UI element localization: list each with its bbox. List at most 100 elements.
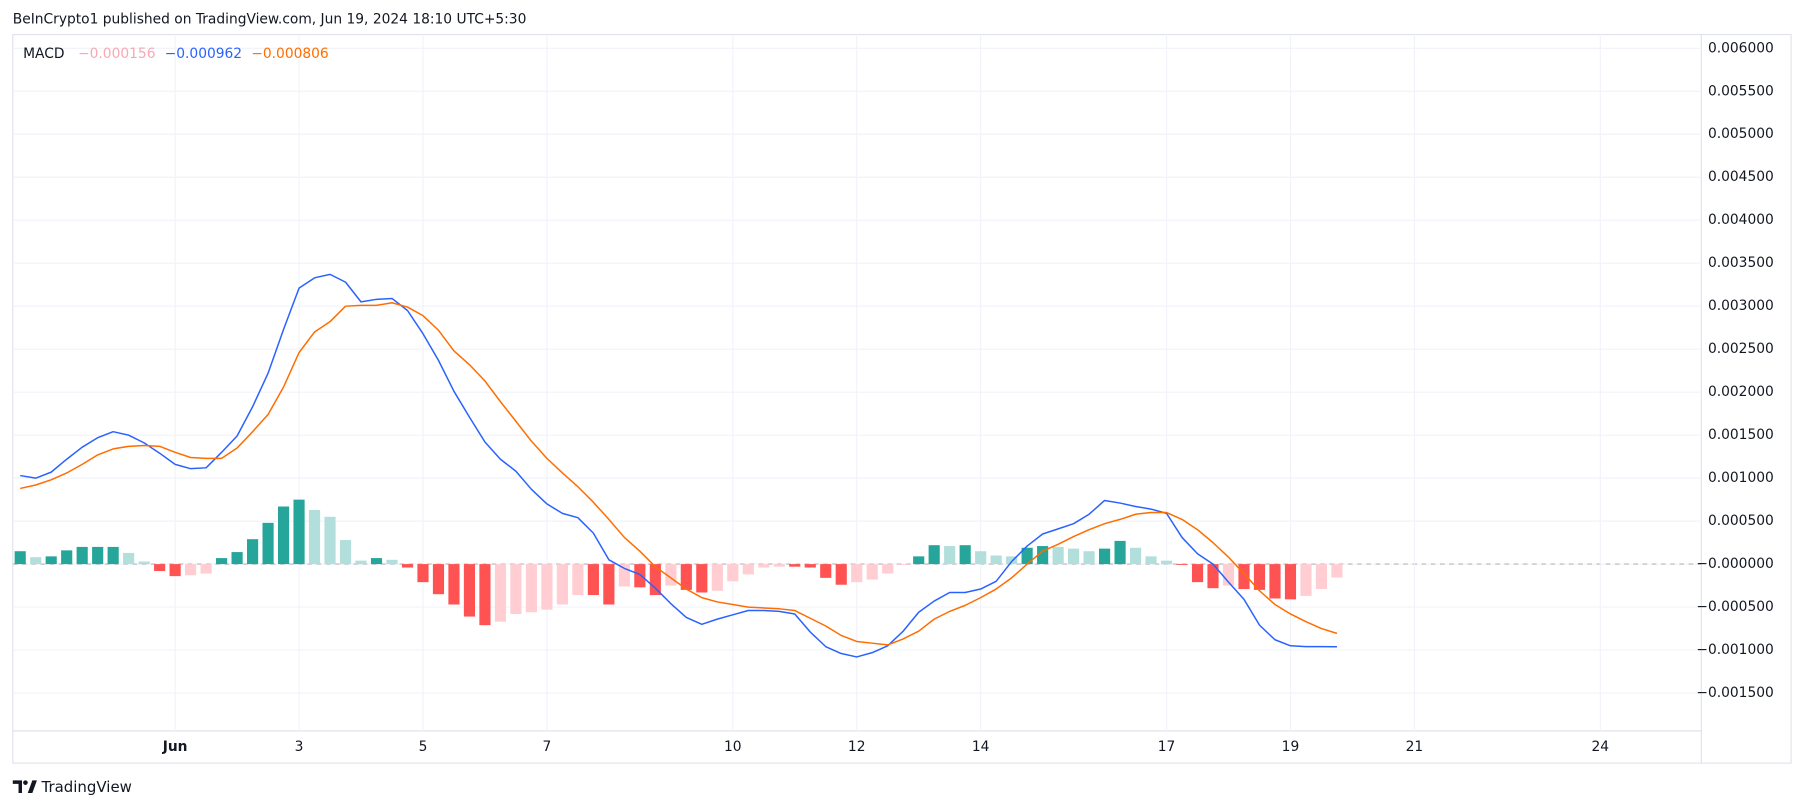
histogram-bar <box>432 564 445 595</box>
histogram-bar <box>1099 548 1111 565</box>
legend: MACD −0.000156 −0.000962 −0.000806 <box>23 46 329 62</box>
histogram-bar <box>448 564 460 605</box>
histogram-bar <box>1021 547 1033 565</box>
x-tick-label: 17 <box>1158 739 1176 755</box>
histogram-bar <box>262 522 274 565</box>
x-tick-label: 14 <box>972 739 990 755</box>
legend-value: −0.000806 <box>251 46 328 62</box>
histogram-bar <box>944 546 956 565</box>
histogram-bar <box>61 550 73 565</box>
histogram-bar <box>14 551 26 565</box>
y-tick-label: 0.004500 <box>1708 169 1774 185</box>
histogram-bar <box>401 564 414 568</box>
legend-value: −0.000156 <box>78 46 155 62</box>
histogram-bar <box>851 564 863 583</box>
y-tick-label: −0.001500 <box>1696 685 1773 701</box>
histogram-bar <box>30 557 42 565</box>
histogram-bar <box>293 499 305 565</box>
histogram-bar <box>1315 564 1328 590</box>
x-tick-label: 10 <box>724 739 742 755</box>
histogram-bar <box>928 545 940 565</box>
histogram-bar <box>107 546 119 565</box>
histogram-bar <box>1068 548 1080 565</box>
histogram-bar <box>1191 564 1204 583</box>
x-tick-label: Jun <box>162 739 188 755</box>
histogram-bar <box>665 564 677 586</box>
y-tick-label: 0.001500 <box>1708 427 1774 443</box>
histogram-bar <box>370 558 383 565</box>
y-tick-label: 0.005000 <box>1708 126 1774 142</box>
histogram-bar <box>882 564 894 574</box>
histogram-bar <box>587 564 599 596</box>
histogram-bar <box>603 564 615 605</box>
histogram-bar <box>649 564 661 596</box>
histogram-bar <box>758 564 770 568</box>
x-tick-label: 7 <box>543 739 552 755</box>
y-tick-label: 0.002500 <box>1708 341 1774 357</box>
line <box>20 273 1337 658</box>
histogram-bar <box>866 564 878 580</box>
x-tick-label: 12 <box>848 739 866 755</box>
histogram-bar <box>231 552 243 565</box>
histogram-bar <box>618 564 630 587</box>
chart-frame <box>12 33 1792 764</box>
brand-name: TradingView <box>41 778 132 796</box>
histogram-bar <box>727 564 739 582</box>
histogram-bar <box>1145 556 1157 565</box>
histogram-bar <box>1006 556 1018 565</box>
y-tick-label: 0.000500 <box>1708 513 1774 529</box>
x-tick-label: 21 <box>1406 739 1424 755</box>
y-tick-label: 0.004000 <box>1708 212 1774 228</box>
histogram-bar <box>1160 560 1173 565</box>
histogram-bar <box>216 558 228 565</box>
histogram-bar <box>1284 564 1297 600</box>
legend-value: −0.000962 <box>165 46 242 62</box>
histogram-bar <box>1114 540 1126 565</box>
histogram-bar <box>308 509 321 565</box>
histogram-bar <box>1037 546 1049 565</box>
histogram-bar <box>975 551 987 565</box>
histogram-bar <box>479 564 491 626</box>
histogram-bar <box>572 564 584 596</box>
histogram-bar <box>1207 564 1219 589</box>
brand-logo <box>12 780 37 794</box>
histogram-bar <box>510 564 522 614</box>
histogram-bar <box>711 564 723 591</box>
x-tick-label: 5 <box>419 739 428 755</box>
histogram-bar <box>339 540 352 565</box>
histogram-bar <box>835 564 847 585</box>
y-tick-label: 0.002000 <box>1708 384 1774 400</box>
x-tick-label: 3 <box>295 739 304 755</box>
y-tick-label: 0.003500 <box>1708 255 1774 271</box>
histogram-bar <box>990 555 1002 565</box>
y-tick-label: −0.000000 <box>1696 556 1773 572</box>
histogram-bar <box>355 560 367 565</box>
y-tick-label: 0.003000 <box>1708 298 1774 314</box>
histogram-bar <box>680 564 692 590</box>
axes: 0.006000 0.005500 0.005000 0.004500 0.004000… <box>162 40 1774 755</box>
histogram-bar <box>1331 564 1343 578</box>
attribution: BeInCrypto1 published on TradingView.com… <box>13 12 527 28</box>
histogram-bar <box>386 559 398 565</box>
histogram-bar <box>324 516 336 565</box>
plot <box>14 273 1343 658</box>
x-tick-label: 19 <box>1282 739 1300 755</box>
histogram-bar <box>45 556 57 565</box>
histogram-bar <box>1238 564 1250 590</box>
histogram-bar <box>1300 564 1312 596</box>
histogram-bar <box>897 564 909 565</box>
x-tick-label: 24 <box>1592 739 1610 755</box>
histogram-bar <box>1222 564 1235 586</box>
histogram-bar <box>185 564 197 576</box>
histogram-bar <box>92 546 104 565</box>
y-tick-label: 0.005500 <box>1708 83 1774 99</box>
histogram-bar <box>556 564 568 605</box>
histogram-bar <box>1052 546 1064 565</box>
histogram-bar <box>804 564 816 568</box>
histogram-bar <box>417 564 429 583</box>
histogram-bar <box>1083 551 1095 565</box>
histogram-bar <box>247 539 259 565</box>
histogram-bar <box>789 564 801 567</box>
